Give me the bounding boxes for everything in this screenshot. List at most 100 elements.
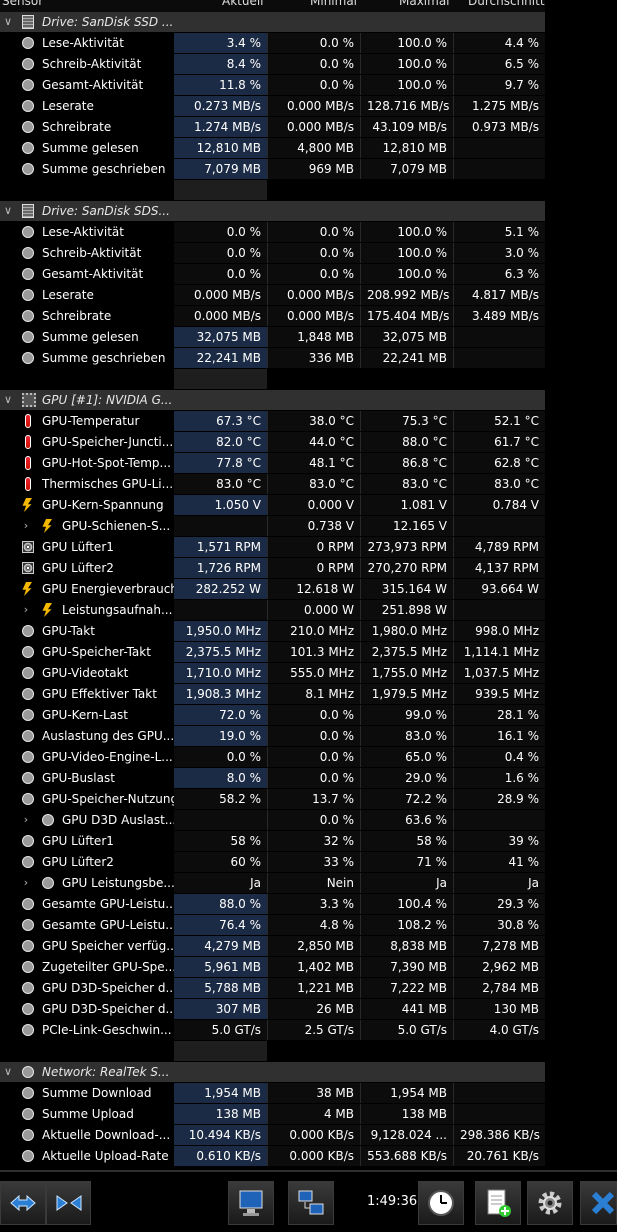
sensor-row[interactable]: GPU-Speicher-Juncti... 82.0 °C 44.0 °C 88.0… — [0, 432, 545, 453]
value-current: 5,961 MB — [174, 957, 267, 977]
sensor-row[interactable]: Leserate 0.273 MB/s 0.000 MB/s 128.716 MB/s… — [0, 96, 545, 117]
group-header-row[interactable]: ∨ Drive: SanDisk SDS... — [0, 201, 545, 222]
close-button[interactable] — [580, 1181, 617, 1225]
group-header-row[interactable]: ∨ Drive: SanDisk SSD ... — [0, 12, 545, 33]
sensor-row[interactable]: GPU-Videotakt 1,710.0 MHz 555.0 MHz 1,755.0… — [0, 663, 545, 684]
value-current: 60 % — [174, 852, 267, 872]
sensor-row[interactable]: GPU-Kern-Last 72.0 % 0.0 % 99.0 % 28.1 % — [0, 705, 545, 726]
column-header-average[interactable]: Durchschnitt — [468, 0, 545, 8]
sensor-row[interactable]: Summe Download 1,954 MB 38 MB 1,954 MB — [0, 1083, 545, 1104]
value-current: 1,710.0 MHz — [174, 663, 267, 683]
sensor-row[interactable]: Schreib-Aktivität 0.0 % 0.0 % 100.0 % 3.0 % — [0, 243, 545, 264]
sensor-row[interactable]: GPU-Temperatur 67.3 °C 38.0 °C 75.3 °C 52.1 … — [0, 411, 545, 432]
value-max: 100.0 % — [360, 243, 453, 263]
sensor-row[interactable]: Schreib-Aktivität 8.4 % 0.0 % 100.0 % 6.5 % — [0, 54, 545, 75]
expand-chevron-icon[interactable]: › — [23, 813, 29, 826]
value-current: 58 % — [174, 831, 267, 851]
sensor-row[interactable]: › Leistungsaufnah... 0.000 W 251.898 W — [0, 600, 545, 621]
value-max: Ja — [360, 873, 453, 893]
sensor-row[interactable]: Thermisches GPU-Li... 83.0 °C 83.0 °C 83.0 … — [0, 474, 545, 495]
sensor-row[interactable]: GPU Lüfter2 60 % 33 % 71 % 41 % — [0, 852, 545, 873]
value-current: 2,375.5 MHz — [174, 642, 267, 662]
clock-icon — [22, 79, 34, 91]
value-average: 1.275 MB/s — [453, 96, 545, 116]
sensor-row[interactable]: Summe Upload 138 MB 4 MB 138 MB — [0, 1104, 545, 1125]
report-button[interactable] — [475, 1181, 521, 1225]
sensor-row[interactable]: GPU D3D-Speicher d... 307 MB 26 MB 441 MB 13… — [0, 999, 545, 1020]
value-min: 0.0 % — [267, 726, 360, 746]
sensor-row[interactable]: Summe geschrieben 7,079 MB 969 MB 7,079 MB — [0, 159, 545, 180]
sensor-row[interactable]: GPU-Video-Engine-L... 0.0 % 0.0 % 65.0 % 0.4… — [0, 747, 545, 768]
sensor-label: GPU-Speicher-Juncti... — [42, 435, 174, 449]
sensor-label: GPU Effektiver Takt — [42, 687, 157, 701]
sensor-row[interactable]: Summe gelesen 32,075 MB 1,848 MB 32,075 MB — [0, 327, 545, 348]
expand-chevron-icon[interactable]: › — [23, 876, 29, 889]
value-min: 12.618 W — [267, 579, 360, 599]
sensor-row[interactable]: GPU-Kern-Spannung 1.050 V 0.000 V 1.081 V 0.… — [0, 495, 545, 516]
show-monitor-button[interactable] — [228, 1181, 274, 1225]
collapse-all-button[interactable] — [46, 1181, 91, 1225]
expand-chevron-icon[interactable]: › — [23, 519, 29, 532]
sensor-row[interactable]: Gesamte GPU-Leistu... 88.0 % 3.3 % 100.4 % 2… — [0, 894, 545, 915]
sensor-row[interactable]: Auslastung des GPU... 19.0 % 0.0 % 83.0 % 16… — [0, 726, 545, 747]
sensor-row[interactable]: Schreibrate 1.274 MB/s 0.000 MB/s 43.109 MB… — [0, 117, 545, 138]
sensor-row[interactable]: GPU Lüfter1 1,571 RPM 0 RPM 273,973 RPM 4,78… — [0, 537, 545, 558]
value-max: 441 MB — [360, 999, 453, 1019]
column-header-sensor[interactable]: Sensor — [2, 0, 44, 8]
expand-chevron-icon[interactable]: › — [23, 603, 29, 616]
value-min: 48.1 °C — [267, 453, 360, 473]
sensor-row[interactable]: Gesamt-Aktivität 0.0 % 0.0 % 100.0 % 6.3 % — [0, 264, 545, 285]
value-current: 1,571 RPM — [174, 537, 267, 557]
value-min: 0.000 KB/s — [267, 1146, 360, 1166]
sensor-label: Summe gelesen — [42, 141, 139, 155]
network-button[interactable] — [288, 1181, 334, 1225]
sensor-row[interactable]: › GPU D3D Auslast... 0.0 % 63.6 % — [0, 810, 545, 831]
sensor-row[interactable]: Aktuelle Download-... 10.494 KB/s 0.000 KB… — [0, 1125, 545, 1146]
collapse-chevron-icon[interactable]: ∨ — [3, 15, 13, 28]
collapse-chevron-icon[interactable]: ∨ — [3, 1065, 13, 1078]
group-header-row[interactable]: ∨ GPU [#1]: NVIDIA G... — [0, 390, 545, 411]
timer-button[interactable] — [418, 1181, 464, 1225]
settings-button[interactable] — [527, 1181, 573, 1225]
sensor-row[interactable]: Aktuelle Upload-Rate 0.610 KB/s 0.000 KB/s… — [0, 1146, 545, 1167]
sensor-row[interactable]: GPU-Takt 1,950.0 MHz 210.0 MHz 1,980.0 MHz 9… — [0, 621, 545, 642]
collapse-chevron-icon[interactable]: ∨ — [3, 393, 13, 406]
sensor-label: Schreibrate — [42, 120, 112, 134]
expand-all-button[interactable] — [0, 1181, 46, 1225]
sensor-row[interactable]: Summe gelesen 12,810 MB 4,800 MB 12,810 MB — [0, 138, 545, 159]
sensor-name-cell: Aktuelle Upload-Rate — [0, 1146, 174, 1166]
sensor-row[interactable]: GPU-Speicher-Nutzung 58.2 % 13.7 % 72.2 % 28… — [0, 789, 545, 810]
sensor-label: Gesamte GPU-Leistu... — [42, 918, 174, 932]
sensor-row[interactable]: Gesamte GPU-Leistu... 76.4 % 4.8 % 108.2 % 3… — [0, 915, 545, 936]
sensor-row[interactable]: Schreibrate 0.000 MB/s 0.000 MB/s 175.404 M… — [0, 306, 545, 327]
value-max: 273,973 RPM — [360, 537, 453, 557]
sensor-row[interactable]: › GPU-Schienen-S... 0.738 V 12.165 V — [0, 516, 545, 537]
sensor-row[interactable]: Lese-Aktivität 0.0 % 0.0 % 100.0 % 5.1 % — [0, 222, 545, 243]
sensor-row[interactable]: GPU Lüfter2 1,726 RPM 0 RPM 270,270 RPM 4,13… — [0, 558, 545, 579]
sensor-row[interactable]: GPU-Speicher-Takt 2,375.5 MHz 101.3 MHz 2,3… — [0, 642, 545, 663]
sensor-row[interactable]: Lese-Aktivität 3.4 % 0.0 % 100.0 % 4.4 % — [0, 33, 545, 54]
sensor-name-cell: Lese-Aktivität — [0, 222, 174, 242]
group-header-row[interactable]: ∨ Network: RealTek S... — [0, 1062, 545, 1083]
sensor-row[interactable]: GPU D3D-Speicher d... 5,788 MB 1,221 MB 7,2… — [0, 978, 545, 999]
sensor-row[interactable]: Zugeteilter GPU-Spe... 5,961 MB 1,402 MB 7,… — [0, 957, 545, 978]
sensor-row[interactable]: GPU Effektiver Takt 1,908.3 MHz 8.1 MHz 1,9… — [0, 684, 545, 705]
column-header-min[interactable]: Minimal — [310, 0, 358, 8]
value-average — [453, 159, 545, 179]
sensor-row[interactable]: GPU-Hot-Spot-Temp... 77.8 °C 48.1 °C 86.8 °… — [0, 453, 545, 474]
sensor-row[interactable]: GPU Lüfter1 58 % 32 % 58 % 39 % — [0, 831, 545, 852]
sensor-row[interactable]: Leserate 0.000 MB/s 0.000 MB/s 208.992 MB/s… — [0, 285, 545, 306]
sensor-label: Drive: SanDisk SDS... — [42, 204, 170, 218]
sensor-row[interactable]: Gesamt-Aktivität 11.8 % 0.0 % 100.0 % 9.7 % — [0, 75, 545, 96]
voltage-icon — [42, 603, 52, 617]
sensor-row[interactable]: GPU Speicher verfüg... 4,279 MB 2,850 MB 8,… — [0, 936, 545, 957]
collapse-chevron-icon[interactable]: ∨ — [3, 204, 13, 217]
sensor-row[interactable]: PCIe-Link-Geschwin... 5.0 GT/s 2.5 GT/s 5.0… — [0, 1020, 545, 1041]
column-header-current[interactable]: Aktuell — [222, 0, 264, 8]
report-add-icon — [487, 1189, 511, 1217]
sensor-row[interactable]: GPU Energieverbrauch 282.252 W 12.618 W 315… — [0, 579, 545, 600]
column-header-max[interactable]: Maximal — [399, 0, 450, 8]
sensor-row[interactable]: › GPU Leistungsbe... Ja Nein Ja Ja — [0, 873, 545, 894]
sensor-row[interactable]: Summe geschrieben 22,241 MB 336 MB 22,241 M… — [0, 348, 545, 369]
sensor-row[interactable]: GPU-Buslast 8.0 % 0.0 % 29.0 % 1.6 % — [0, 768, 545, 789]
